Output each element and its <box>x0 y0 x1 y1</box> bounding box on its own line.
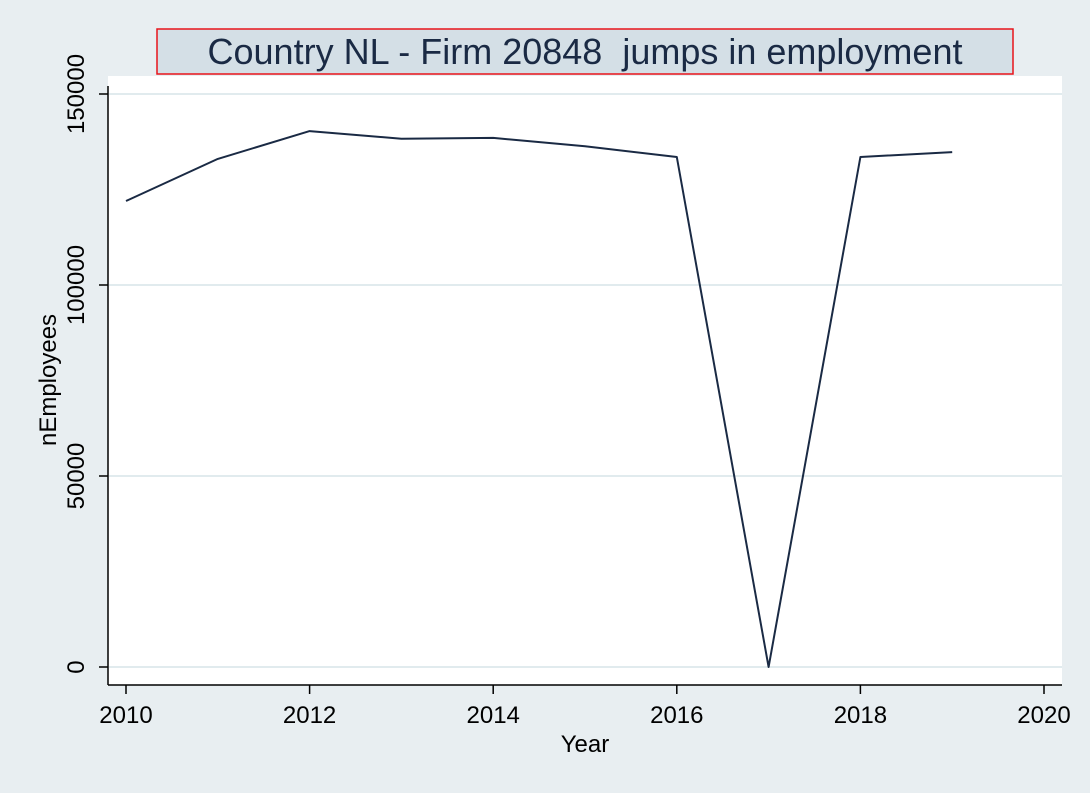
x-tick-label: 2014 <box>467 702 520 729</box>
y-tick-label: 100000 <box>63 245 90 325</box>
y-tick-label: 150000 <box>63 54 90 134</box>
x-tick-label: 2016 <box>650 702 703 729</box>
x-axis-title: Year <box>561 731 610 758</box>
plot-area <box>108 76 1062 685</box>
y-axis-title: nEmployees <box>35 314 62 446</box>
title-background <box>156 28 1014 75</box>
ticks: 2010 2012 2014 2016 2018 2020 0 50000 100000 1500… <box>63 54 1071 729</box>
series <box>125 130 953 668</box>
y-tick-label: 50000 <box>63 443 90 510</box>
chart-title-box: Country NL - Firm 20848 jumps in employm… <box>156 28 1014 75</box>
series-line <box>125 130 953 668</box>
x-tick-label: 2010 <box>99 702 152 729</box>
chart-title: Country NL - Firm 20848 jumps in employm… <box>208 31 963 72</box>
x-tick-label: 2012 <box>283 702 336 729</box>
axes <box>107 86 1062 686</box>
y-tick-label: 0 <box>63 660 90 673</box>
x-tick-label: 2020 <box>1017 702 1070 729</box>
gridlines <box>109 93 1062 668</box>
x-tick-label: 2018 <box>834 702 887 729</box>
